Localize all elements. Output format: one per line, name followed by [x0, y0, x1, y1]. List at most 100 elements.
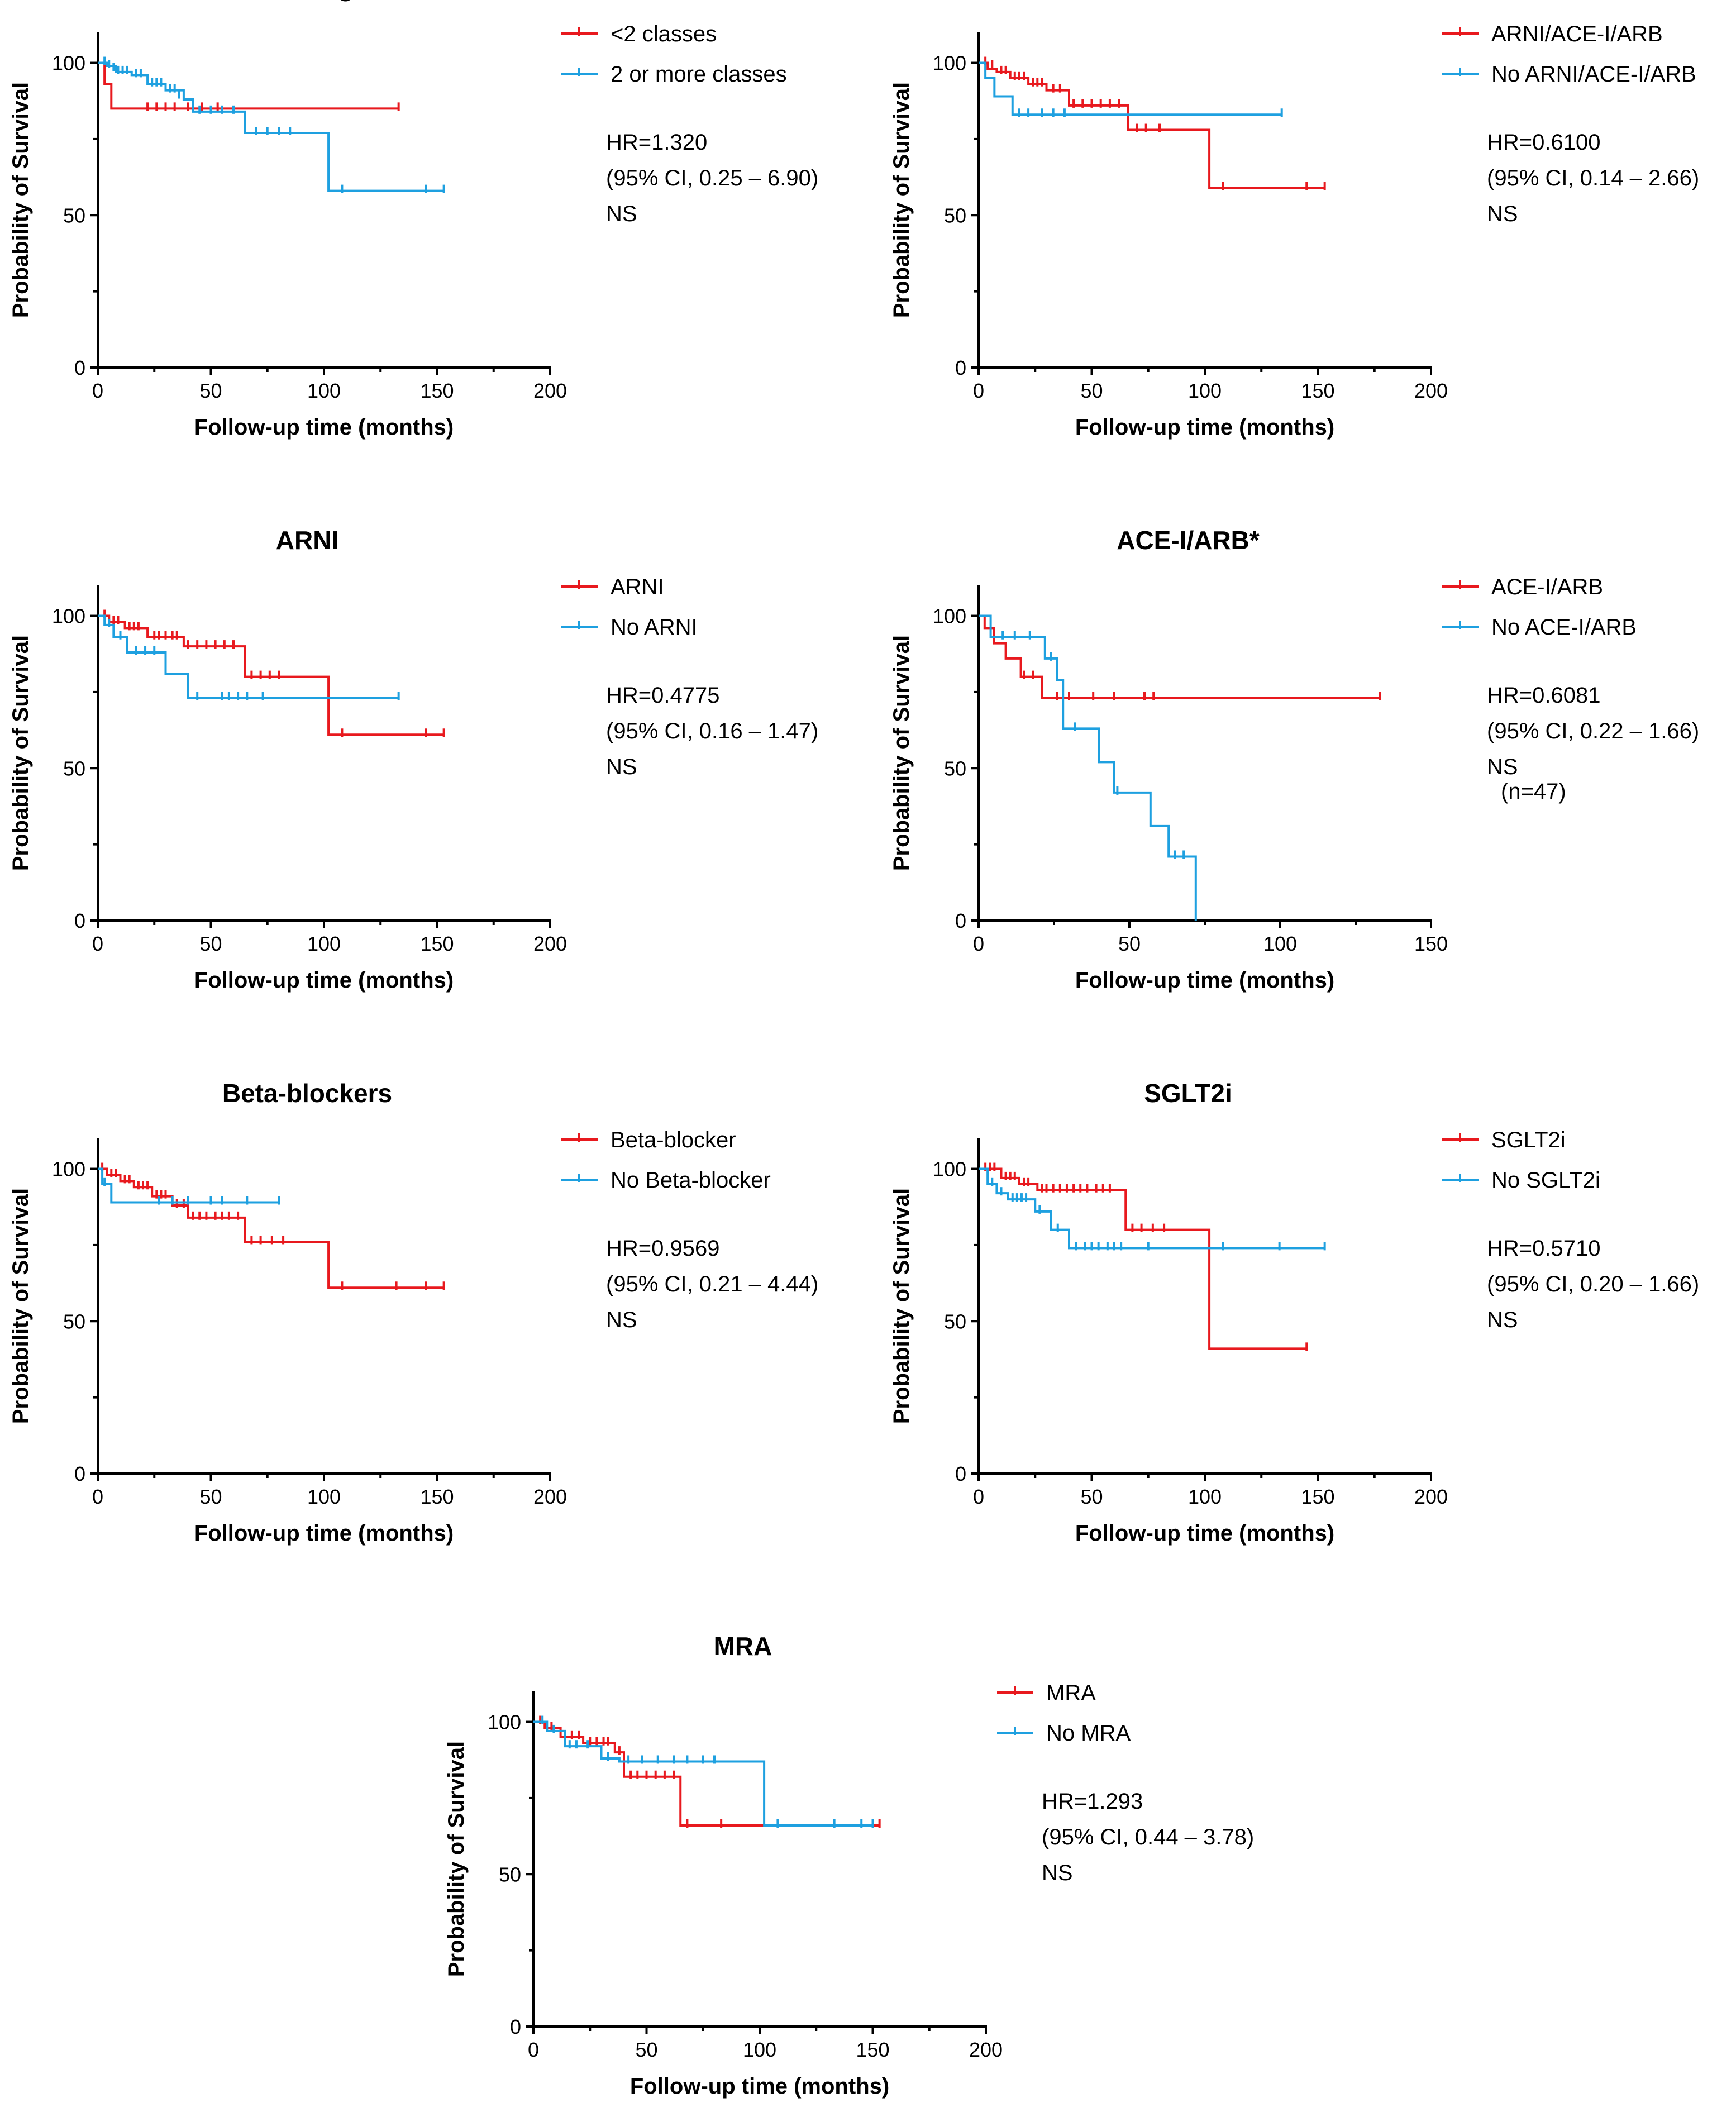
series-no-ace-i-arb — [979, 614, 1197, 921]
x-tick-label: 150 — [1301, 379, 1334, 402]
x-tick-label: 50 — [199, 932, 222, 955]
x-tick-label: 100 — [307, 379, 341, 402]
legend-item-no-arni: No ARNI — [561, 615, 698, 640]
y-tick-label: 0 — [74, 356, 85, 379]
x-tick-label: 50 — [1080, 379, 1103, 402]
stat-line: (95% CI, 0.16 – 1.47) — [606, 719, 818, 743]
y-axis-label: Probability of Survival — [889, 1188, 914, 1424]
y-axis-label: Probability of Survival — [8, 1188, 33, 1424]
legend-item-no-beta-blocker: No Beta-blocker — [561, 1168, 771, 1193]
y-tick-label: 50 — [499, 1863, 521, 1886]
series-arni-ace-i-arb — [979, 56, 1326, 190]
y-axis-label: Probability of Survival — [444, 1741, 469, 1977]
stat-line: (95% CI, 0.22 – 1.66) — [1487, 719, 1699, 743]
stat-line: HR=0.5710 — [1487, 1236, 1600, 1261]
panel-arni-ace-i-arb: ARNI/ACE-I/ARB 0 50 100 0 50 100 150 200 Follow-u… — [889, 0, 1699, 440]
legend-label: No ARNI/ACE-I/ARB — [1491, 62, 1696, 87]
y-tick-label: 0 — [74, 1462, 85, 1485]
stat-line: (n=47) — [1501, 779, 1566, 804]
stat-line: (95% CI, 0.25 – 6.90) — [606, 166, 818, 190]
panel-ace-i-arb: ACE-I/ARB* 0 50 100 0 50 100 150 Follow-up time … — [889, 526, 1699, 993]
y-axis-label: Probability of Survival — [889, 82, 914, 318]
x-tick-label: 50 — [635, 2038, 657, 2061]
legend-item-no-ace-i-arb: No ACE-I/ARB — [1442, 615, 1637, 640]
legend-item-2-or-more-classes: 2 or more classes — [561, 62, 787, 87]
x-tick-label: 150 — [1414, 932, 1448, 955]
stat-line: NS — [606, 1308, 637, 1332]
legend-item-ace-i-arb: ACE-I/ARB — [1442, 575, 1603, 599]
legend-item-no-sglt2i: No SGLT2i — [1442, 1168, 1600, 1193]
x-tick-label: 100 — [307, 1485, 341, 1508]
panel-title: ARNI — [276, 526, 338, 555]
km-curve — [98, 61, 444, 192]
series-sglt2i — [979, 1162, 1308, 1351]
y-tick-label: 100 — [52, 605, 85, 628]
legend-item-mra: MRA — [997, 1681, 1096, 1705]
km-curve — [979, 614, 1380, 699]
y-tick-label: 50 — [63, 1310, 85, 1333]
x-tick-label: 200 — [1414, 1485, 1448, 1508]
stat-line: NS — [606, 755, 637, 779]
y-tick-label: 0 — [955, 909, 966, 932]
legend-label: No SGLT2i — [1491, 1168, 1600, 1193]
x-axis-label: Follow-up time (months) — [1075, 1521, 1334, 1546]
y-tick-label: 100 — [933, 52, 966, 75]
y-axis-label: Probability of Survival — [889, 635, 914, 871]
x-tick-label: 50 — [1118, 932, 1141, 955]
x-tick-label: 50 — [199, 379, 222, 402]
legend-label: SGLT2i — [1491, 1128, 1566, 1152]
x-axis-label: Follow-up time (months) — [630, 2074, 889, 2099]
series-arni — [98, 609, 445, 737]
x-tick-label: 200 — [533, 379, 567, 402]
legend-item-no-arni-ace-i-arb: No ARNI/ACE-I/ARB — [1442, 62, 1696, 87]
stat-line: HR=0.4775 — [606, 683, 719, 708]
km-curve — [98, 614, 399, 699]
y-tick-label: 0 — [955, 356, 966, 379]
legend-item-arni: ARNI — [561, 575, 664, 599]
km-curve — [979, 61, 1282, 116]
series-no-arni — [98, 614, 400, 700]
x-tick-label: 200 — [533, 1485, 567, 1508]
legend-item-arni-ace-i-arb: ARNI/ACE-I/ARB — [1442, 22, 1663, 46]
x-tick-label: 0 — [92, 1485, 103, 1508]
x-tick-label: 200 — [1414, 379, 1448, 402]
panel-number-of-drug-classes: Number of drug classes 0 50 100 0 50 100 150 200… — [8, 0, 818, 440]
legend-label: Beta-blocker — [611, 1128, 736, 1152]
x-axis-label: Follow-up time (months) — [194, 1521, 454, 1546]
legend-label: 2 or more classes — [611, 62, 787, 87]
legend-label: No Beta-blocker — [611, 1168, 771, 1193]
x-tick-label: 100 — [1188, 1485, 1222, 1508]
series-no-beta-blocker — [98, 1167, 280, 1205]
x-axis-label: Follow-up time (months) — [194, 415, 454, 440]
x-tick-label: 100 — [307, 932, 341, 955]
legend-label: <2 classes — [611, 22, 717, 46]
stat-line: (95% CI, 0.44 – 3.78) — [1042, 1825, 1254, 1849]
legend-label: No ACE-I/ARB — [1491, 615, 1637, 640]
y-tick-label: 100 — [488, 1711, 521, 1734]
x-tick-label: 0 — [92, 379, 103, 402]
legend-label: ARNI/ACE-I/ARB — [1491, 22, 1663, 46]
x-tick-label: 150 — [420, 932, 454, 955]
x-tick-label: 150 — [420, 379, 454, 402]
legend-label: ARNI — [611, 575, 664, 599]
stat-line: (95% CI, 0.14 – 2.66) — [1487, 166, 1699, 190]
y-tick-label: 50 — [944, 204, 966, 227]
panel-arni: ARNI 0 50 100 0 50 100 150 200 Follow-up time (mo… — [8, 526, 818, 993]
panel-title: Number of drug classes — [161, 0, 454, 2]
x-tick-label: 0 — [973, 379, 984, 402]
x-tick-label: 200 — [533, 932, 567, 955]
stat-line: HR=1.320 — [606, 130, 707, 155]
km-curve — [979, 1167, 1307, 1350]
x-axis-label: Follow-up time (months) — [1075, 415, 1334, 440]
y-tick-label: 50 — [63, 757, 85, 780]
x-tick-label: 50 — [1080, 1485, 1103, 1508]
y-tick-label: 100 — [933, 605, 966, 628]
km-curve — [979, 614, 1197, 921]
km-curve — [98, 1167, 444, 1289]
x-tick-label: 150 — [1301, 1485, 1334, 1508]
series-no-arni-ace-i-arb — [979, 61, 1283, 117]
y-tick-label: 50 — [63, 204, 85, 227]
y-tick-label: 0 — [955, 1462, 966, 1485]
y-axis-label: Probability of Survival — [8, 635, 33, 871]
